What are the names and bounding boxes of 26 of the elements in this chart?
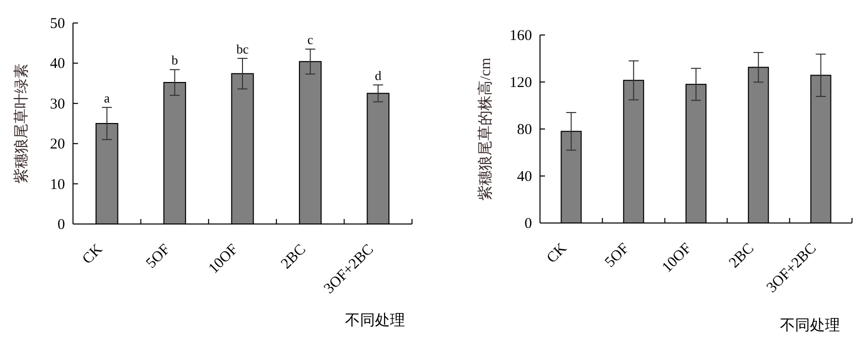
y-tick-label: 120 [510, 75, 532, 91]
y-tick-label: 0 [58, 217, 65, 233]
annotation: a [104, 90, 110, 106]
y-tick-label: 30 [50, 96, 65, 112]
annotation: bc [236, 41, 249, 56]
y-tick-label: 40 [50, 56, 65, 72]
y-tick-label: 0 [524, 216, 532, 232]
annotation: c [307, 32, 314, 48]
x-tick-label: CK [544, 240, 570, 267]
y-tick-label: 40 [517, 169, 532, 185]
y-axis-title: 紫穗狼尾草的株高/cm [477, 57, 494, 200]
x-tick-label: 5OF [143, 242, 174, 272]
x-tick-label: 2BC [726, 240, 758, 272]
y-tick-label: 160 [510, 28, 532, 44]
y-tick-label: 80 [517, 122, 532, 138]
y-axis-title: 紫穗狼尾草叶绿素 [13, 64, 30, 184]
annotation: b [171, 52, 178, 68]
y-tick-label: 10 [50, 176, 65, 193]
x-tick-label: 5OF [602, 240, 632, 271]
x-tick-label: 2BC [278, 242, 310, 272]
y-tick-label: 20 [50, 136, 65, 153]
annotation: d [374, 68, 382, 83]
y-tick-label: 50 [50, 16, 65, 32]
x-tick-label: CK [80, 241, 106, 268]
x-axis-title: 不同处理 [780, 317, 840, 334]
x-axis-title: 不同处理 [345, 312, 405, 329]
